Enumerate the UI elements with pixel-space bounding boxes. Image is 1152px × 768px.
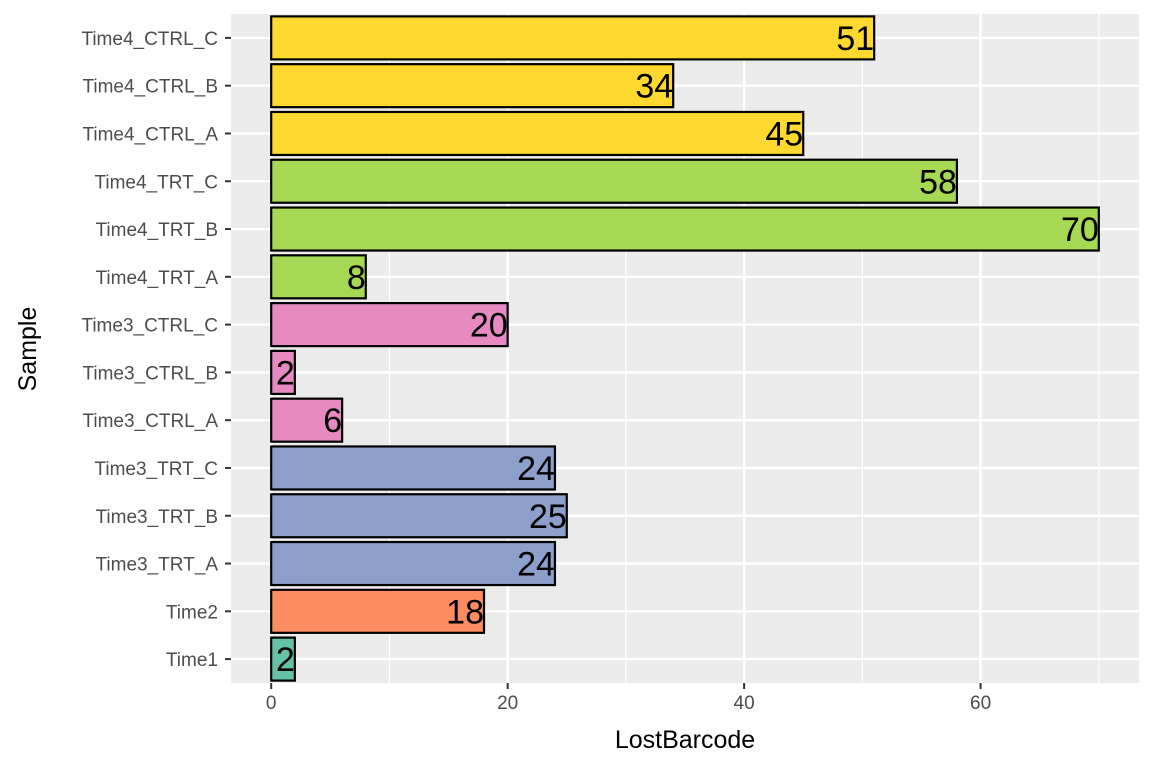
y-tick-label: Time4_CTRL_C <box>81 29 218 50</box>
bar-value-label: 8 <box>347 259 366 297</box>
bar-value-label: 45 <box>765 115 803 153</box>
y-tick-label: Time4_CTRL_B <box>82 77 218 98</box>
x-axis: 0 20 40 60 <box>266 683 991 714</box>
y-tick-label: Time1 <box>166 650 218 671</box>
x-tick-label: 40 <box>734 693 755 714</box>
bar <box>270 397 344 443</box>
bar-value-label: 20 <box>470 307 508 345</box>
bar <box>270 206 1100 252</box>
bar <box>270 540 557 587</box>
bar <box>270 349 296 395</box>
y-tick-label: Time3_TRT_B <box>96 507 218 528</box>
y-tick-label: Time4_TRT_A <box>96 268 219 289</box>
x-axis-title: LostBarcode <box>615 726 755 754</box>
bar <box>270 302 509 348</box>
y-axis: Time1 Time2 Time3_TRT_A Time3_TRT_B Time3_TR… <box>81 29 231 671</box>
y-tick-label: Time4_TRT_C <box>94 172 218 193</box>
bar-value-label: 18 <box>446 593 484 631</box>
y-tick-label: Time4_TRT_B <box>96 220 218 241</box>
y-tick-label: Time3_TRT_A <box>96 555 219 576</box>
bar-value-label: 24 <box>517 450 555 488</box>
bar <box>270 158 959 204</box>
x-tick-label: 60 <box>970 693 991 714</box>
x-tick-label: 0 <box>266 693 277 714</box>
y-tick-label: Time2 <box>166 602 218 623</box>
bar-value-label: 2 <box>276 641 295 679</box>
bar-value-label: 70 <box>1061 211 1099 249</box>
bar-value-label: 51 <box>836 20 874 58</box>
bar <box>270 15 876 61</box>
bar <box>270 493 568 539</box>
bar-value-label: 58 <box>919 163 957 201</box>
bars <box>270 15 1100 682</box>
bar <box>270 63 675 109</box>
x-tick-label: 20 <box>497 693 518 714</box>
bar <box>270 588 486 634</box>
bar-value-label: 2 <box>276 354 295 392</box>
bar <box>270 445 557 491</box>
bar-value-label: 24 <box>517 546 555 584</box>
bar-value-label: 6 <box>323 402 342 440</box>
y-tick-label: Time3_CTRL_A <box>82 411 218 432</box>
y-tick-label: Time3_CTRL_B <box>82 363 218 384</box>
bar-value-label: 34 <box>635 68 673 106</box>
y-tick-label: Time3_TRT_C <box>94 459 218 480</box>
bar <box>270 254 367 300</box>
bar-value-label: 25 <box>529 498 567 536</box>
bar <box>270 110 805 157</box>
y-axis-title: Sample <box>14 307 42 392</box>
bar <box>270 636 296 682</box>
y-tick-label: Time3_CTRL_C <box>81 316 218 337</box>
y-tick-label: Time4_CTRL_A <box>82 124 218 145</box>
